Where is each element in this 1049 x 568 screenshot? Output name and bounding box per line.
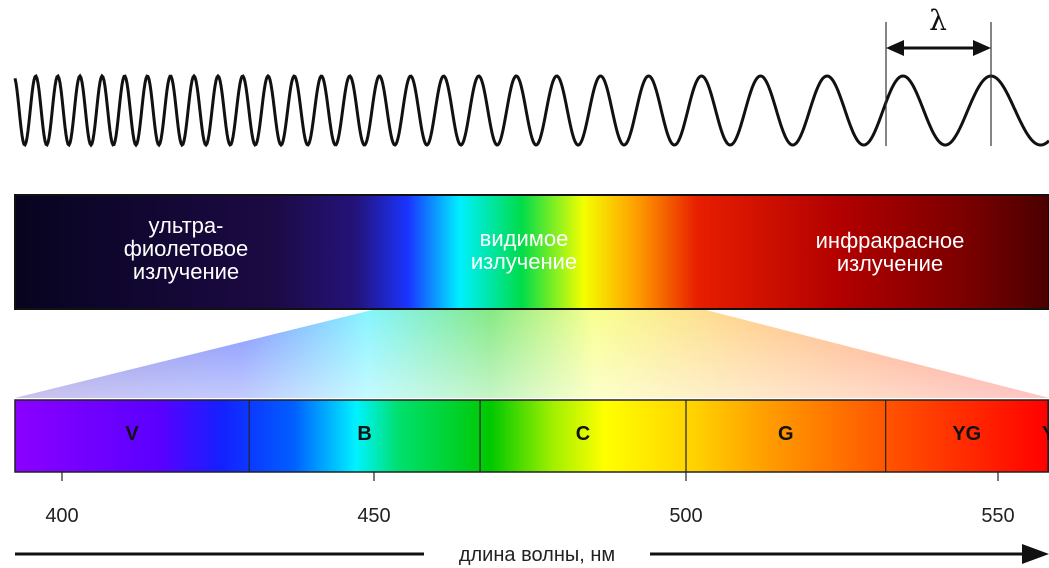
- wavelength-arrow: [886, 40, 991, 56]
- segment-label-y: Y: [1042, 423, 1049, 445]
- projection-fade: [15, 310, 1049, 398]
- segment-label-g: G: [778, 423, 794, 445]
- ir-band-label: инфракрасное излучение: [816, 228, 965, 276]
- axis-arrowhead: [1022, 544, 1049, 564]
- uv-label-line-3: излучение: [133, 259, 239, 284]
- tick-label-450: 450: [357, 505, 390, 527]
- lambda-symbol: λ: [929, 4, 947, 37]
- segment-label-yg: YG: [952, 423, 981, 445]
- wavelength-ticks: 400450500550600650700: [45, 472, 1015, 527]
- uv-label-line-1: ультра-: [149, 213, 224, 238]
- axis-label: длина волны, нм: [459, 544, 615, 566]
- visible-label-line-1: видимое: [480, 226, 569, 251]
- visible-band-label: видимое излучение: [471, 226, 577, 274]
- visible-label-line-2: излучение: [471, 249, 577, 274]
- spectrum-segments: VBCGYGYOR: [125, 400, 1049, 472]
- tick-label-550: 550: [981, 505, 1014, 527]
- segment-label-v: V: [125, 423, 139, 445]
- uv-label-line-2: фиолетовое: [124, 236, 248, 261]
- ir-label-line-1: инфракрасное: [816, 228, 965, 253]
- tick-label-500: 500: [669, 505, 702, 527]
- wave-curve: [13, 73, 1049, 148]
- ir-label-line-2: излучение: [837, 251, 943, 276]
- segment-label-c: C: [576, 423, 590, 445]
- uv-band-label: ультра- фиолетовое излучение: [124, 213, 248, 284]
- tick-label-400: 400: [45, 505, 78, 527]
- em-spectrum-band: [14, 194, 1049, 310]
- visible-spectrum-strip: [14, 399, 1049, 473]
- segment-label-b: B: [357, 423, 371, 445]
